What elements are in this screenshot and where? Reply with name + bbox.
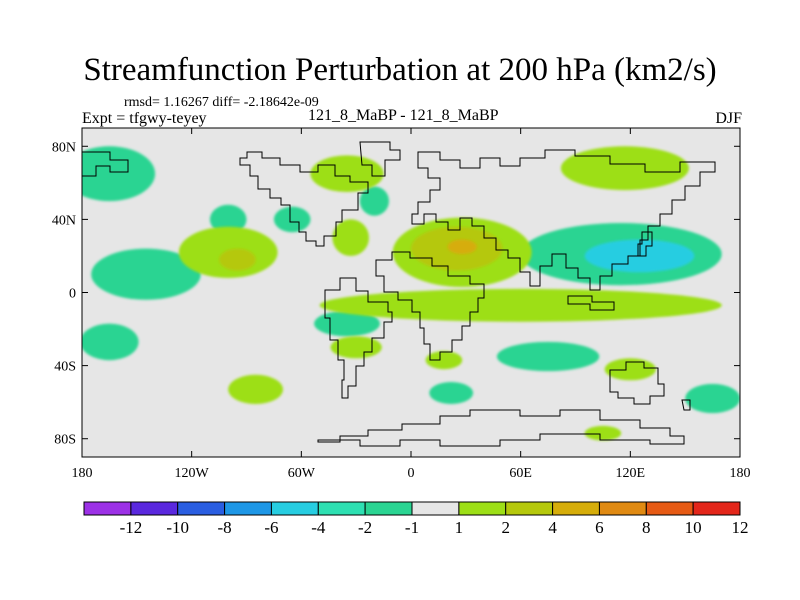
negative-anomaly-region-10	[429, 382, 474, 404]
coastline-new-zealand	[681, 399, 691, 411]
x-axis: 180 120W 60W 0 60E 120E 180	[72, 128, 751, 481]
y-tick-label: 80S	[54, 433, 76, 448]
positive-anomaly-region-12	[310, 155, 384, 192]
colorbar-box	[645, 501, 694, 516]
x-tick-label: 180	[72, 466, 93, 481]
y-axis: 80N 40N 0 40S 80S	[52, 140, 740, 448]
negative-anomaly-region-2	[91, 248, 201, 300]
colorbar-label: -2	[358, 518, 372, 537]
x-tick-label: 120E	[616, 466, 646, 481]
positive-anomaly-region-21	[330, 336, 382, 359]
negative-anomaly-region-1	[209, 204, 247, 234]
colorbar-label: 10	[685, 518, 702, 537]
colorbar-box	[130, 501, 179, 516]
colorbar-box	[552, 501, 600, 516]
x-tick-label: 180	[730, 466, 751, 481]
coastline-eurasia	[411, 149, 716, 291]
season-label: DJF	[715, 110, 742, 127]
colorbar-box	[177, 501, 226, 516]
colorbar-label: 6	[595, 518, 604, 537]
positive-anomaly-region-15	[219, 248, 256, 271]
colorbar-label: 8	[642, 518, 651, 537]
colorbar-label: -6	[264, 518, 278, 537]
colorbar-label: -12	[120, 518, 143, 537]
stats-label: rmsd= 1.16267 diff= -2.18642e-09	[124, 95, 319, 110]
coastline-north-america	[239, 151, 369, 247]
colorbar-label: 2	[501, 518, 510, 537]
x-tick-label: 0	[408, 466, 415, 481]
positive-anomaly-region-23	[604, 358, 656, 381]
colorbar-label: 1	[455, 518, 464, 537]
negative-anomaly-region-0	[82, 146, 156, 202]
coastline-africa	[375, 251, 485, 361]
experiment-label: Expt = tfgwy-teyey	[82, 110, 207, 127]
coastline-alaska	[82, 151, 129, 177]
positive-anomaly-region-20	[319, 288, 722, 322]
colorbar-box	[598, 501, 647, 516]
colorbar-box	[692, 501, 741, 516]
y-tick-label: 80N	[52, 140, 76, 155]
colorbar-label: 12	[732, 518, 749, 537]
negative-anomaly-region-8	[314, 310, 380, 337]
coastline-south-america	[324, 277, 393, 399]
colorbar-box	[317, 501, 366, 516]
positive-anomaly-region-19	[447, 239, 477, 255]
x-tick-label: 120W	[175, 466, 210, 481]
colorbar-box	[364, 501, 413, 516]
negative-anomaly-region-7	[82, 323, 139, 361]
colorbar-label: -8	[218, 518, 232, 537]
coastline-indonesia	[567, 295, 615, 311]
case-label: 121_8_MaBP - 121_8_MaBP	[308, 107, 499, 124]
colorbar-label: -4	[311, 518, 326, 537]
negative-anomaly-region-9	[496, 341, 600, 372]
negative-anomaly-region-4	[359, 186, 389, 216]
colorbar-label: -1	[405, 518, 419, 537]
colorbar: -12 -10 -8 -6 -4 -2 -1 1 2 4 6 8 10 12	[83, 501, 749, 537]
colorbar-box	[224, 501, 273, 516]
coastline-greenland	[359, 141, 401, 177]
coastline-japan	[637, 231, 653, 257]
y-tick-label: 40S	[54, 360, 76, 375]
negative-anomaly-region-3	[273, 206, 311, 233]
coastline-australia	[609, 361, 665, 405]
positive-anomaly-region-22	[228, 374, 283, 404]
coastline-layer	[82, 141, 716, 447]
negative-anomaly-region-11	[685, 383, 740, 414]
colorbar-box	[83, 501, 132, 516]
positive-anomaly-region-25	[584, 425, 622, 441]
coastline-antarctica	[317, 409, 685, 447]
positive-anomaly-region-13	[560, 146, 689, 191]
positive-anomaly-region-24	[425, 351, 463, 370]
colorbar-label: -10	[166, 518, 189, 537]
colorbar-box	[411, 501, 460, 516]
chart-title: Streamfunction Perturbation at 200 hPa (…	[83, 52, 717, 88]
x-tick-label: 60W	[288, 466, 316, 481]
colorbar-label: 4	[548, 518, 557, 537]
positive-anomaly-region-16	[332, 219, 370, 256]
x-tick-label: 60E	[509, 466, 532, 481]
colorbar-box	[270, 501, 319, 516]
colorbar-box	[505, 501, 554, 516]
y-tick-label: 40N	[52, 213, 76, 228]
y-tick-label: 0	[69, 287, 76, 302]
colorbar-box	[458, 501, 507, 516]
